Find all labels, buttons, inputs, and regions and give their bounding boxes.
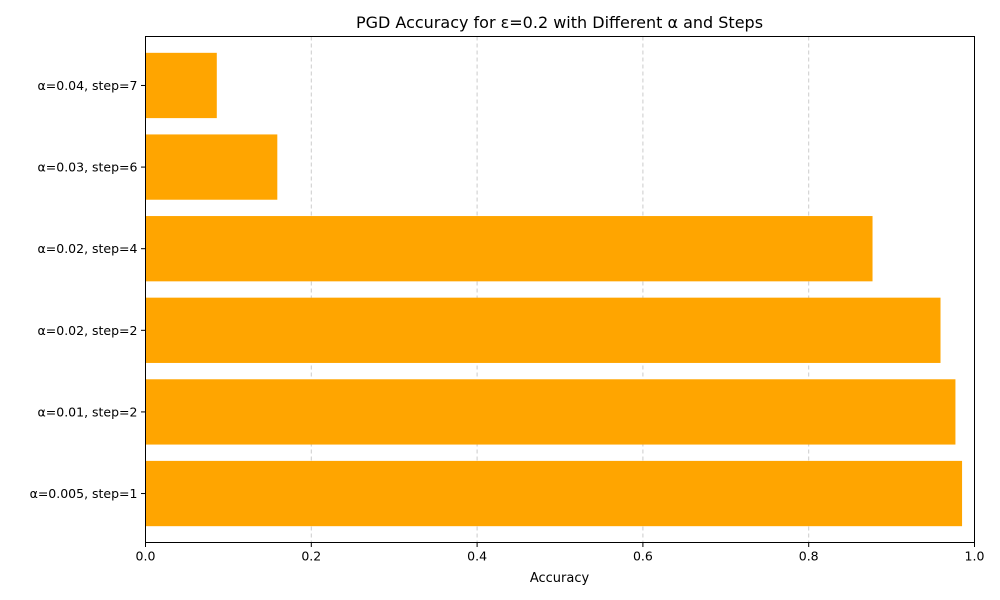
x-axis-label: Accuracy	[530, 571, 590, 586]
x-tick-label: 1.0	[965, 549, 985, 564]
bar	[145, 460, 963, 527]
chart-title: PGD Accuracy for ε=0.2 with Different α …	[356, 13, 763, 32]
y-tick-label: α=0.01, step=2	[38, 404, 138, 419]
x-tick-label: 0.0	[136, 549, 156, 564]
y-axis: α=0.005, step=1 α=0.01, step=2 α=0.02, ste…	[30, 78, 146, 501]
x-tick-label: 0.6	[633, 549, 653, 564]
x-tick-label: 0.4	[467, 549, 487, 564]
y-tick-label: α=0.04, step=7	[38, 78, 138, 93]
bar	[145, 134, 278, 200]
y-tick-label: α=0.005, step=1	[30, 486, 138, 501]
bar	[145, 52, 217, 119]
y-tick-label: α=0.02, step=2	[38, 323, 138, 338]
grid-layer	[310, 36, 810, 543]
bars-layer	[145, 52, 963, 527]
x-tick-label: 0.2	[301, 549, 321, 564]
bar	[145, 297, 941, 363]
y-tick-label: α=0.03, step=6	[38, 160, 138, 175]
bar	[145, 216, 873, 282]
bar	[145, 379, 956, 445]
x-tick-label: 0.8	[799, 549, 819, 564]
x-axis: 0.0 0.2 0.4 0.6 0.8 1.0	[136, 542, 985, 564]
y-tick-label: α=0.02, step=4	[38, 241, 138, 256]
plot-frame	[145, 36, 975, 543]
